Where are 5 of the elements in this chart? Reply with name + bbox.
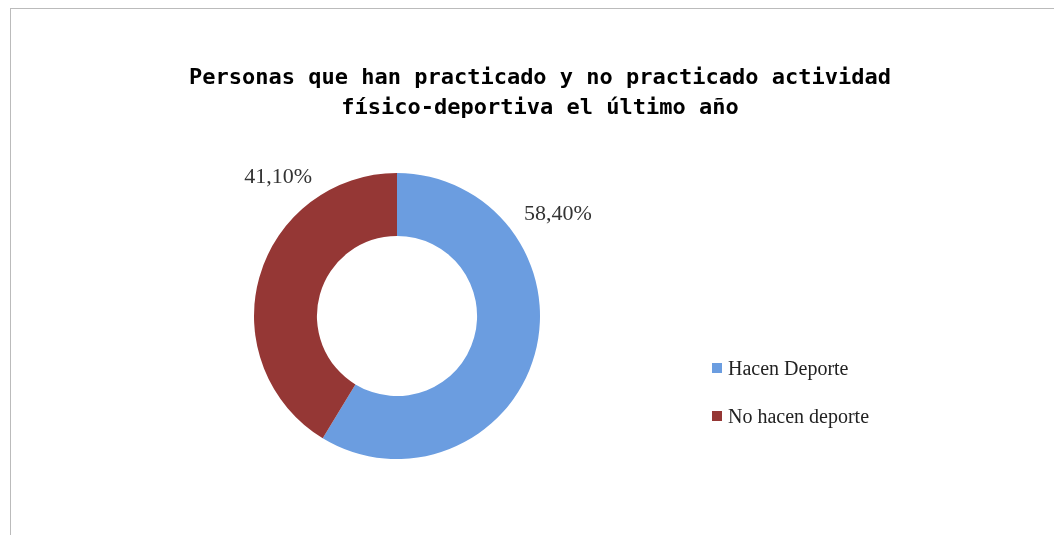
legend-label: No hacen deporte — [728, 404, 870, 428]
legend-label: Hacen Deporte — [728, 356, 849, 380]
chart-title: Personas que han practicado y no practicado actividad físico-deportiva el último año — [188, 63, 892, 121]
data-label: 41,10% — [244, 162, 313, 188]
data-label: 58,40% — [524, 199, 592, 225]
